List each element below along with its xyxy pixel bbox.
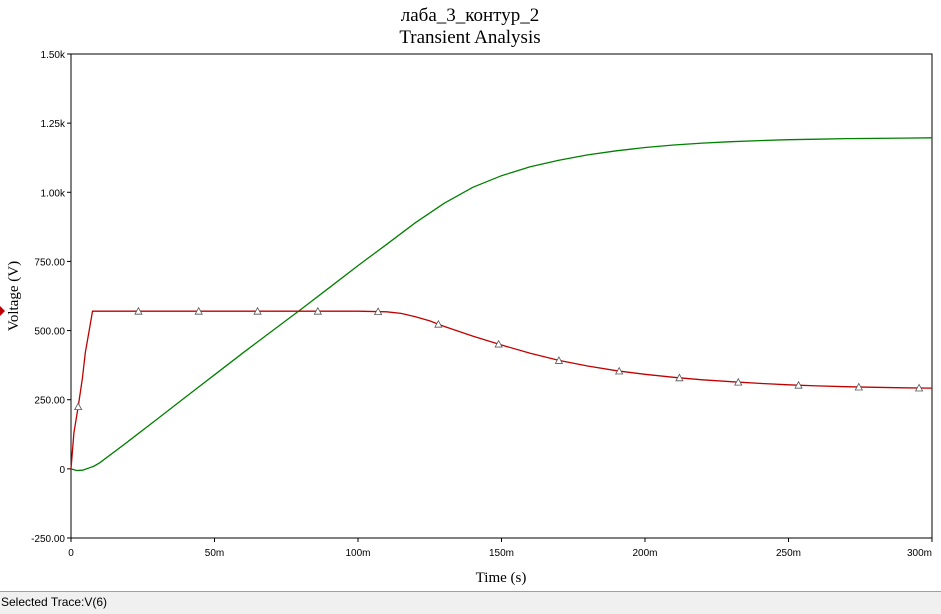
x-tick-label: 100m <box>345 548 370 559</box>
y-tick-label: 250.00 <box>34 396 65 407</box>
y-tick-label: 1.00k <box>41 188 66 199</box>
y-axis-label: Voltage (V) <box>6 261 22 331</box>
series-2-marker <box>794 380 803 389</box>
x-axis-label: Time (s) <box>476 570 527 586</box>
series-2-marker <box>373 307 383 315</box>
y-tick-label: 0 <box>59 465 65 476</box>
x-tick-label: 200m <box>632 548 657 559</box>
y-tick-label: -250.00 <box>31 534 65 545</box>
series-layer[interactable] <box>70 137 933 472</box>
x-tick-label: 300m <box>907 548 932 559</box>
x-tick-label: 0 <box>68 548 74 559</box>
series-2-marker <box>675 373 684 382</box>
series-2-marker <box>434 319 443 328</box>
x-tick-label: 150m <box>489 548 514 559</box>
chart-background <box>0 0 941 591</box>
transient-chart[interactable]: лаба_3_контур_2 Transient Analysis 0 50m 1… <box>0 0 941 591</box>
series-2-marker <box>554 356 564 364</box>
x-tick-label: 250m <box>776 548 801 559</box>
series-2-marker <box>194 306 203 315</box>
x-axis-ticks: 0 50m 100m 150m 200m 250m 300m <box>68 538 933 559</box>
series-2-marker <box>313 306 322 315</box>
series-2-marker <box>914 383 924 392</box>
status-bar: Selected Trace:V(6) <box>0 591 941 614</box>
series-2-marker <box>74 402 83 411</box>
x-tick-label: 50m <box>205 548 224 559</box>
selected-trace-marker[interactable] <box>0 306 5 316</box>
series-2-marker <box>615 366 624 375</box>
series-2-marker <box>134 306 143 315</box>
series-2-marker <box>734 377 743 386</box>
y-axis-ticks: -250.00 0 250.00 500.00 750.00 1.00k 1.25k 1.50… <box>31 50 71 545</box>
series-2-line[interactable] <box>70 310 933 469</box>
series-1-line[interactable] <box>70 137 933 472</box>
series-2-marker <box>854 382 863 391</box>
chart-title: лаба_3_контур_2 <box>401 5 540 26</box>
y-tick-label: 750.00 <box>34 257 65 268</box>
y-tick-label: 1.25k <box>41 119 66 130</box>
series-2-marker <box>253 306 262 315</box>
y-tick-label: 500.00 <box>34 327 65 338</box>
chart-subtitle: Transient Analysis <box>399 27 540 48</box>
y-tick-label: 1.50k <box>41 50 66 61</box>
series-2-marker <box>494 339 503 348</box>
selected-trace-text: Selected Trace:V(6) <box>1 595 108 609</box>
